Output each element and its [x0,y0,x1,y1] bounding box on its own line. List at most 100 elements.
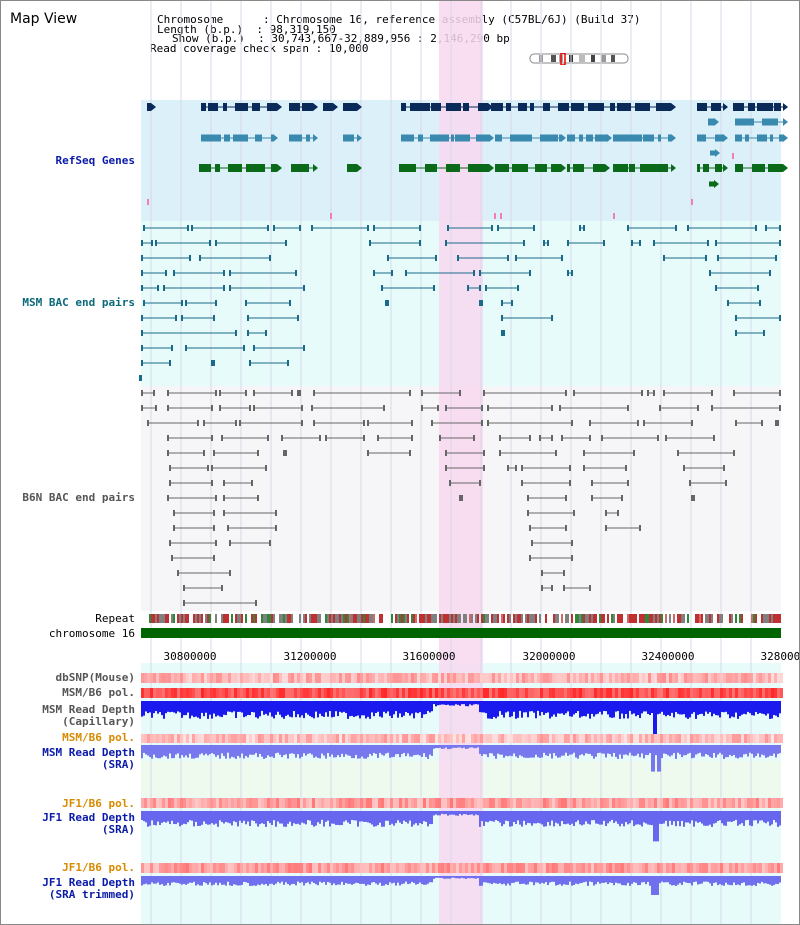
jf1-depth-2-bar [395,876,397,886]
b6n-bac-pair-end [539,435,541,441]
msm-b6-pol-cell [774,688,777,698]
msm-depth-sra-bar [757,745,759,754]
repeat-mark [529,614,531,623]
msm-depth-capillary-bar [187,701,189,713]
msm-depth-sra-bar [651,745,653,772]
msm-b6-pol-sra-cell [507,734,510,743]
msm-depth-sra-bar [531,745,533,758]
jf1-depth-2-bar [723,876,725,886]
jf1-pol-2-cell [630,863,633,873]
msm-depth-capillary-bar [489,701,491,719]
b6n-bac-pair-end [257,450,259,456]
msm-depth-sra-bar [619,745,621,755]
jf1-pol-1-cell [186,798,189,808]
jf1-pol-2-cell [780,863,783,873]
msm-depth-sra-bar [205,745,207,754]
msm-bac-pair-end [223,285,225,291]
jf1-pol-2-cell [165,863,168,873]
repeat-mark [711,614,713,623]
msm-b6-pol-cell [420,688,423,698]
jf1-depth-2-bar [449,876,451,879]
jf1-depth-1-bar [451,811,453,815]
dbsnp-cell [555,673,558,683]
msm-depth-capillary-bar [459,701,461,706]
msm-depth-capillary-bar [689,701,691,718]
jf1-depth-2-bar [155,876,157,884]
msm-depth-sra-bar [775,745,777,758]
jf1-pol-1-cell [294,798,297,808]
repeat-mark [427,614,429,623]
gene-exon [431,103,441,111]
jf1-pol-1-cell [273,798,276,808]
msm-b6-pol-sra-cell [696,734,699,743]
jf1-pol-1-cell [543,798,546,808]
jf1-depth-2-bar [685,876,687,883]
jf1-pol-2-cell [243,863,246,873]
msm-depth-capillary-bar [323,701,325,717]
jf1-depth-1-bar [741,811,743,824]
msm-depth-capillary-bar [165,701,167,714]
msm-b6-pol-sra-cell [438,734,441,743]
jf1-depth-1-bar [187,811,189,823]
b6n-bac-pair-end [285,450,287,456]
b6n-bac-pair-end [555,450,557,456]
msm-depth-capillary-bar [591,701,593,714]
jf1-pol-1-cell [705,798,708,808]
msm-depth-sra-bar [645,745,647,755]
msm-b6-pol-cell [381,688,384,698]
repeat-mark [267,614,269,623]
msm-depth-sra-bar [595,745,597,757]
b6n-bac-pair-end [777,420,779,426]
dbsnp-cell [384,673,387,683]
dbsnp-cell [372,673,375,683]
jf1-pol-1-cell [567,798,570,808]
dbsnp-cell [486,673,489,683]
jf1-pol-2-cell [615,863,618,873]
jf1-depth-2-bar [749,876,751,886]
jf1-depth-1-bar [691,811,693,821]
msm-depth-capillary-bar [455,701,457,705]
b6n-bac-pair-end [653,390,655,396]
jf1-depth-2-bar [599,876,601,884]
jf1-depth-2-bar [403,876,405,884]
msm-depth-sra-bar [171,745,173,759]
dbsnp-cell [471,673,474,683]
msm-b6-pol-cell [630,688,633,698]
jf1-pol-2-cell [282,863,285,873]
msm-bac-pair-end [571,270,573,276]
jf1-pol-1-cell [357,798,360,808]
msm-b6-pol-cell [261,688,264,698]
jf1-pol-2-cell [708,863,711,873]
msm-b6-pol-sra-cell [312,734,315,743]
msm-depth-capillary-bar [343,701,345,712]
msm-depth-capillary-bar [321,701,323,717]
msm-bac-pair-end [141,360,143,366]
jf1-depth-2-bar [141,876,143,886]
msm-depth-capillary-bar [337,701,339,717]
dbsnp-cell [600,673,603,683]
dbsnp-cell [180,673,183,683]
msm-depth-capillary-bar [369,701,371,719]
jf1-depth-2-bar [601,876,603,883]
msm-depth-capillary-bar [587,701,589,714]
msm-b6-pol-cell [252,688,255,698]
repeat-mark [155,614,157,623]
dbsnp-cell [279,673,282,683]
msm-b6-pol-cell [531,688,534,698]
gene-exon [252,103,260,111]
jf1-pol-2-cell [234,863,237,873]
ruler-tick-31600000: 31600000 [403,650,456,663]
dbsnp-cell [186,673,189,683]
jf1-depth-1-bar [477,811,479,816]
dbsnp-cell [768,673,771,683]
gene-exon [201,103,206,111]
msm-b6-pol-sra-cell [561,734,564,743]
jf1-depth-1-bar [297,811,299,824]
msm-depth-sra-bar [705,745,707,755]
repeat-mark [591,614,593,623]
jf1-pol-2-cell [666,863,669,873]
msm-bac-pair-end [245,300,247,306]
msm-depth-sra-bar [355,745,357,755]
jf1-depth-2-bar [281,876,283,882]
